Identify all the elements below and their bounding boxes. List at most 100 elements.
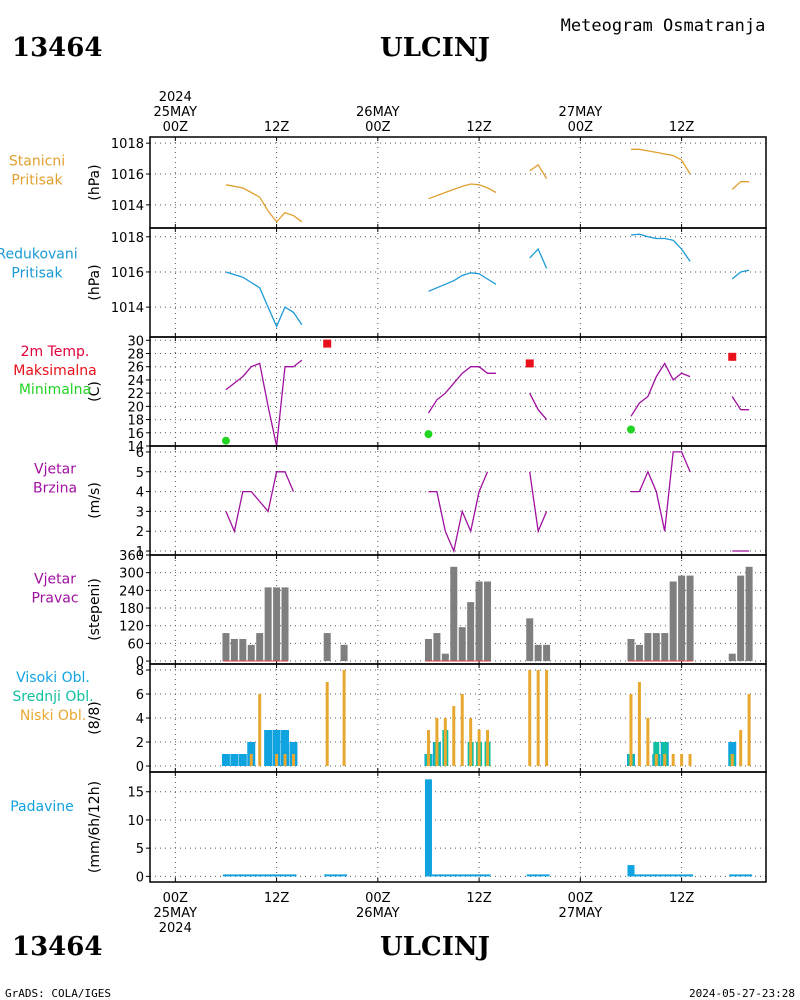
panel-frame	[149, 227, 767, 338]
low-cloud-bar	[545, 670, 549, 766]
direction-bar	[745, 566, 753, 662]
time-label: 12Z	[264, 120, 290, 135]
low-cloud-bar	[663, 754, 667, 766]
panel-label: Padavine	[10, 799, 74, 815]
time-label: 25MAY	[154, 906, 198, 921]
y-tick-label: 0	[136, 760, 144, 775]
high-cloud-bar	[230, 754, 239, 766]
low-cloud-bar	[426, 730, 430, 766]
direction-bar	[475, 581, 483, 662]
panel-label: Redukovani	[0, 247, 78, 263]
low-cloud-bar	[671, 754, 675, 766]
precip-bar	[627, 865, 635, 877]
y-tick-label: 360	[119, 549, 144, 564]
high-cloud-bar	[264, 730, 273, 766]
time-label: 00Z	[163, 891, 189, 906]
time-label: 27MAY	[559, 906, 603, 921]
low-cloud-bar	[460, 694, 464, 766]
y-tick-label: 4	[136, 486, 144, 501]
y-tick-label: 24	[127, 374, 144, 389]
y-tick-label: 0	[136, 870, 144, 885]
station-name-top: ULCINJ	[380, 33, 490, 63]
y-tick-label: 22	[127, 387, 144, 402]
series-line	[631, 451, 691, 532]
y-tick-label: 1014	[111, 301, 144, 316]
low-cloud-bar	[486, 730, 490, 766]
y-tick-label: 1	[136, 545, 144, 560]
y-axis-label: (C)	[87, 381, 103, 402]
direction-bar	[635, 644, 643, 662]
time-label: 12Z	[669, 891, 695, 906]
panel-label: Niski Obl.	[20, 708, 86, 724]
direction-bar	[340, 644, 348, 662]
y-tick-label: 3	[136, 505, 144, 520]
y-tick-label: 180	[119, 602, 144, 617]
time-label: 12Z	[466, 120, 492, 135]
panel-label: Vjetar	[34, 462, 76, 478]
direction-bar	[484, 581, 492, 662]
low-cloud-bar	[654, 754, 658, 766]
series-line	[427, 366, 496, 414]
direction-bar	[450, 566, 458, 662]
direction-bar	[433, 633, 441, 662]
y-tick-label: 20	[127, 400, 144, 415]
series-line	[731, 396, 750, 411]
direction-bar	[264, 587, 272, 662]
panel-frame	[149, 336, 767, 447]
y-tick-label: 1016	[111, 168, 144, 183]
direction-bar	[728, 653, 736, 662]
panel-label: Maksimalna	[13, 363, 97, 379]
time-label: 12Z	[264, 891, 290, 906]
y-tick-label: 60	[127, 637, 144, 652]
y-tick-label: 28	[127, 348, 144, 363]
time-label: 12Z	[466, 891, 492, 906]
y-tick-label: 14	[127, 440, 144, 455]
y-tick-label: 6	[136, 688, 144, 703]
max-temp-marker	[323, 339, 332, 348]
direction-bar	[686, 575, 694, 662]
y-tick-label: 15	[127, 786, 144, 801]
panel-label: Minimalna	[19, 382, 91, 398]
y-tick-label: 5	[136, 466, 144, 481]
time-label: 00Z	[568, 891, 594, 906]
y-tick-label: 8	[136, 664, 144, 679]
low-cloud-bar	[283, 754, 287, 766]
y-axis-label: (hPa)	[87, 164, 103, 200]
series-line	[630, 362, 691, 417]
direction-bar	[247, 644, 255, 662]
direction-bar	[323, 633, 331, 662]
series-line	[225, 359, 303, 447]
y-tick-label: 1018	[111, 137, 144, 152]
low-cloud-bar	[435, 718, 439, 766]
grads-credit: GrADS: COLA/IGES	[5, 987, 111, 1000]
y-tick-label: 18	[127, 414, 144, 429]
time-label: 25MAY	[154, 105, 198, 120]
panel-label: Visoki Obl.	[16, 670, 90, 686]
low-cloud-bar	[688, 754, 692, 766]
low-cloud-bar	[452, 706, 456, 766]
time-label: 00Z	[365, 891, 391, 906]
y-tick-label: 5	[136, 842, 144, 857]
panel-pravac: 0 60 120 180 240 300 360 (stepeni) Vjetar Pravac	[31, 549, 767, 670]
panel-stanicni: 1014 1016 1018 (hPa) Stanicni Pritisak	[9, 136, 767, 229]
direction-bar	[441, 653, 449, 662]
low-cloud-bar	[629, 694, 633, 766]
panels: 101410161018(hPa)StanicniPritisak1014101…	[0, 136, 767, 885]
direction-bar	[644, 633, 652, 662]
series-line	[630, 233, 691, 262]
time-label: 2024	[159, 90, 192, 105]
direction-bar	[661, 633, 669, 662]
y-tick-label: 10	[127, 814, 144, 829]
direction-bar	[467, 602, 475, 662]
low-cloud-bar	[730, 754, 734, 766]
direction-bar	[534, 644, 542, 662]
series-line	[631, 148, 691, 175]
series-line	[428, 272, 497, 292]
min-temp-marker	[626, 425, 635, 434]
panel-brzina: 1 2 3 4 5 6 (m/s) Vjetar Brzina	[33, 445, 767, 560]
series-line	[225, 271, 303, 329]
low-cloud-bar	[443, 718, 447, 766]
series-line	[428, 471, 489, 554]
y-tick-label: 240	[119, 584, 144, 599]
